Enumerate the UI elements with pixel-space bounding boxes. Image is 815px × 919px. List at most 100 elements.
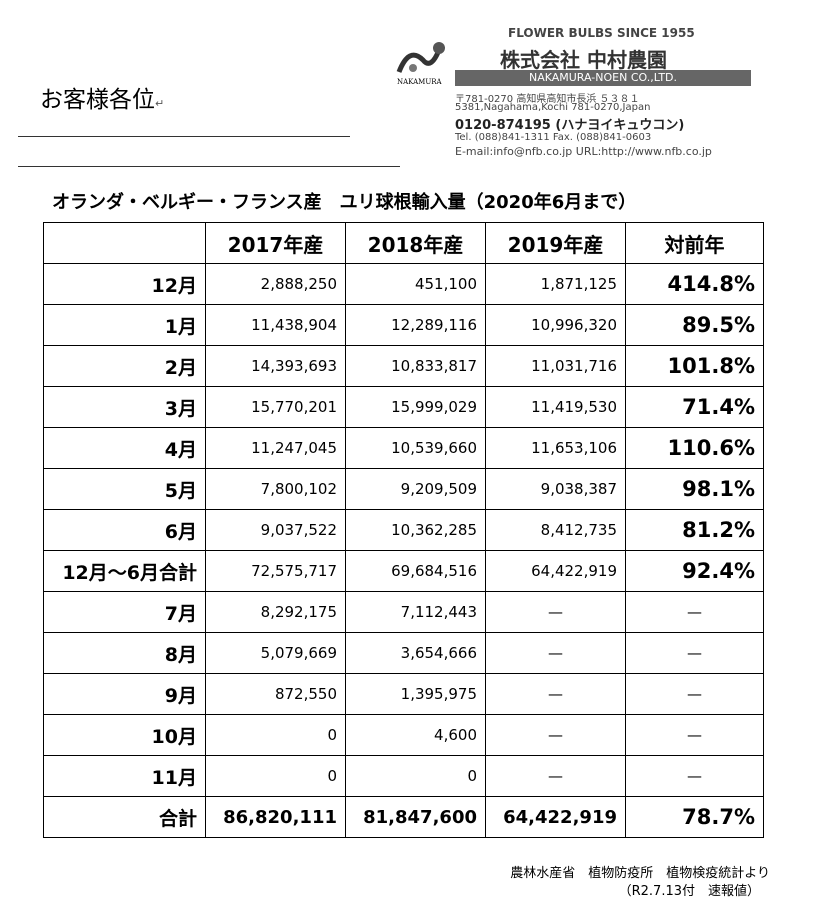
row-label: 10月	[43, 714, 206, 756]
table-row: 2月 14,393,693 10,833,817 11,031,716 101.8%	[43, 345, 764, 387]
header-row: 2017年産 2018年産 2019年産 対前年	[43, 222, 764, 264]
cell: 9,037,522	[205, 509, 346, 551]
table-row: 1月 11,438,904 12,289,116 10,996,320 89.5%	[43, 304, 764, 346]
web: E-mail:info@nfb.co.jp URL:http://www.nfb…	[455, 145, 712, 158]
cell: 1,871,125	[485, 263, 626, 305]
cell: 15,770,201	[205, 386, 346, 428]
cell: 101.8%	[625, 345, 764, 387]
rule	[18, 136, 350, 137]
cell: —	[625, 755, 764, 797]
row-label: 11月	[43, 755, 206, 797]
table-row: 合計 86,820,111 81,847,600 64,422,919 78.7%	[43, 796, 764, 838]
cell: 8,412,735	[485, 509, 626, 551]
cell: 414.8%	[625, 263, 764, 305]
cell: 10,833,817	[345, 345, 486, 387]
address-en: 5381,Nagahama,Kochi 781-0270,Japan	[455, 102, 651, 113]
row-label: 12月	[43, 263, 206, 305]
cell: 10,362,285	[345, 509, 486, 551]
freedial: 0120-874195 (ハナヨイキュウコン)	[455, 118, 685, 133]
recipient: お客様各位↵	[40, 80, 164, 114]
cell: 2,888,250	[205, 263, 346, 305]
table-row: 11月 0 0— —	[43, 755, 764, 797]
cell: 64,422,919	[485, 796, 626, 838]
recipient-text: お客様各位	[40, 87, 155, 113]
cell: 5,079,669	[205, 632, 346, 674]
row-label: 合計	[43, 796, 206, 838]
table-row: 8月 5,079,669 3,654,666— —	[43, 632, 764, 674]
company-name-en: NAKAMURA-NOEN CO.,LTD.	[455, 70, 751, 86]
cell: 92.4%	[625, 550, 764, 592]
cell: 11,419,530	[485, 386, 626, 428]
cell: 98.1%	[625, 468, 764, 510]
cell: 89.5%	[625, 304, 764, 346]
row-label: 12月～6月合計	[43, 550, 206, 592]
source: 農林水産省 植物防疫所 植物検疫統計より	[510, 866, 770, 881]
column-header: 2017年産	[205, 222, 346, 264]
logo-text: NAKAMURA	[397, 78, 442, 86]
table-row: 4月 11,247,045 10,539,660 11,653,106 110.6%	[43, 427, 764, 469]
table-row: 9月 872,550 1,395,975— —	[43, 673, 764, 715]
cell: 451,100	[345, 263, 486, 305]
column-header: 対前年	[625, 222, 764, 264]
cell: —	[625, 714, 764, 756]
cell: 10,539,660	[345, 427, 486, 469]
cell: —	[625, 632, 764, 674]
table-row: 5月 7,800,102 9,209,509 9,038,387 98.1%	[43, 468, 764, 510]
cell: 69,684,516	[345, 550, 486, 592]
cell: 10,996,320	[485, 304, 626, 346]
cell: 11,438,904	[205, 304, 346, 346]
cell: 872,550	[205, 673, 346, 715]
cell: 1,395,975	[345, 673, 486, 715]
cell: 11,031,716	[485, 345, 626, 387]
title: オランダ・ベルギー・フランス産 ユリ球根輸入量（2020年6月まで）	[52, 192, 637, 213]
column-header: 2019年産	[485, 222, 626, 264]
cell: 72,575,717	[205, 550, 346, 592]
logo-dot	[409, 64, 417, 72]
cell: 15,999,029	[345, 386, 486, 428]
cell: 110.6%	[625, 427, 764, 469]
table-row: 12月 2,888,250 451,100 1,871,125 414.8%	[43, 263, 764, 305]
cell: 4,600	[345, 714, 486, 756]
cell: 9,209,509	[345, 468, 486, 510]
column-header: 2018年産	[345, 222, 486, 264]
cell: 0	[205, 714, 346, 756]
cell: 8,292,175	[205, 591, 346, 633]
cell: 11,247,045	[205, 427, 346, 469]
cell: 0	[345, 755, 486, 797]
cell: 78.7%	[625, 796, 764, 838]
return-mark: ↵	[155, 97, 165, 110]
table-row: 6月 9,037,522 10,362,285 8,412,735 81.2%	[43, 509, 764, 551]
cell: 81,847,600	[345, 796, 486, 838]
cell: 14,393,693	[205, 345, 346, 387]
cell: 86,820,111	[205, 796, 346, 838]
cell: 0	[205, 755, 346, 797]
row-label: 3月	[43, 386, 206, 428]
cell: 71.4%	[625, 386, 764, 428]
company-name: 株式会社 中村農園	[500, 48, 667, 72]
cell: —	[625, 591, 764, 633]
row-label: 7月	[43, 591, 206, 633]
logo	[396, 42, 445, 73]
logo-dot	[433, 42, 445, 54]
cell: 12,289,116	[345, 304, 486, 346]
cell: —	[485, 632, 626, 674]
cell: 81.2%	[625, 509, 764, 551]
table-row: 10月 0 4,600— —	[43, 714, 764, 756]
cell: —	[485, 755, 626, 797]
logo-mark	[396, 49, 442, 73]
row-label: 1月	[43, 304, 206, 346]
row-label: 5月	[43, 468, 206, 510]
tagline: FLOWER BULBS SINCE 1955	[508, 26, 695, 40]
row-label: 9月	[43, 673, 206, 715]
cell: 3,654,666	[345, 632, 486, 674]
row-label: 4月	[43, 427, 206, 469]
cell: 64,422,919	[485, 550, 626, 592]
rule	[18, 166, 400, 167]
table-row: 12月～6月合計 72,575,717 69,684,516 64,422,919 92…	[43, 550, 764, 592]
cell: 7,800,102	[205, 468, 346, 510]
cell: —	[485, 714, 626, 756]
tel-fax: Tel. (088)841-1311 Fax. (088)841-0603	[455, 132, 652, 143]
cell: —	[625, 673, 764, 715]
address-ja: 〒781-0270 高知県高知市長浜 ５３８１	[455, 94, 640, 105]
